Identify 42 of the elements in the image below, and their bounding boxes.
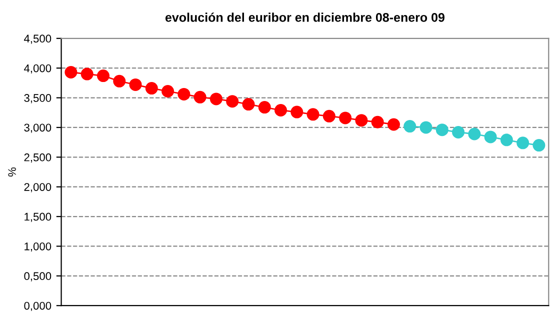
point xyxy=(210,92,222,106)
y-tick-label: 3,500 xyxy=(24,94,52,104)
point xyxy=(468,128,481,140)
point xyxy=(274,104,287,116)
point xyxy=(113,74,126,88)
y-tick-label: 3,000 xyxy=(24,124,52,133)
point xyxy=(145,82,158,95)
point xyxy=(129,78,142,91)
point xyxy=(339,112,352,124)
chart-title: evolución del euribor en diciembre 08-enero 09 xyxy=(165,12,444,22)
point xyxy=(500,134,513,146)
point xyxy=(226,95,239,108)
point xyxy=(64,66,78,78)
y-tick-label: 1,500 xyxy=(24,212,52,222)
point xyxy=(178,88,190,100)
point xyxy=(96,70,110,82)
point xyxy=(80,68,94,80)
point xyxy=(194,90,206,104)
y-tick-label: 2,500 xyxy=(24,153,52,163)
y-tick-label: 0,500 xyxy=(24,272,52,282)
point xyxy=(420,121,432,134)
y-tick-label: 0,000 xyxy=(24,302,52,312)
point xyxy=(436,124,448,136)
point xyxy=(306,108,320,121)
point xyxy=(404,120,416,133)
point xyxy=(355,114,368,127)
point xyxy=(371,116,384,128)
point xyxy=(484,130,497,144)
y-tick-label: 2,000 xyxy=(24,183,52,192)
point xyxy=(452,126,465,138)
point xyxy=(516,136,530,150)
point xyxy=(162,84,174,98)
point xyxy=(387,118,400,131)
point xyxy=(322,110,336,122)
y-tick-label: 4,000 xyxy=(24,64,52,74)
y-axis-title: % xyxy=(8,167,16,177)
point xyxy=(242,98,255,111)
point xyxy=(290,106,304,118)
y-tick-label: 1,000 xyxy=(24,242,52,252)
point xyxy=(532,139,546,152)
y-tick-label: 4,500 xyxy=(24,34,52,44)
point xyxy=(258,101,271,114)
